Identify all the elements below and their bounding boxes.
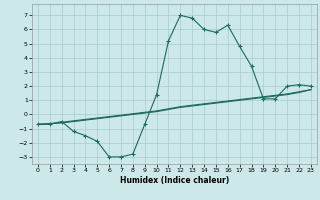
X-axis label: Humidex (Indice chaleur): Humidex (Indice chaleur) — [120, 176, 229, 185]
